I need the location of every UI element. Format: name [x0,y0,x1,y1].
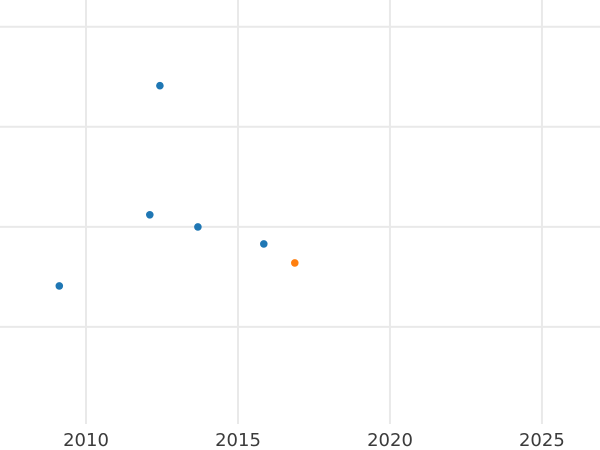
x-tick-label: 2025 [519,430,565,450]
blue-series-point [156,81,164,90]
blue-series-point [55,282,64,290]
blue-series-point [194,223,202,231]
x-tick-label: 2010 [63,430,109,450]
blue-series-point [260,240,268,248]
blue-series-point [146,211,154,219]
orange-series-point [291,259,299,267]
x-tick-label: 2020 [367,430,413,450]
x-tick-label: 2015 [215,430,261,450]
